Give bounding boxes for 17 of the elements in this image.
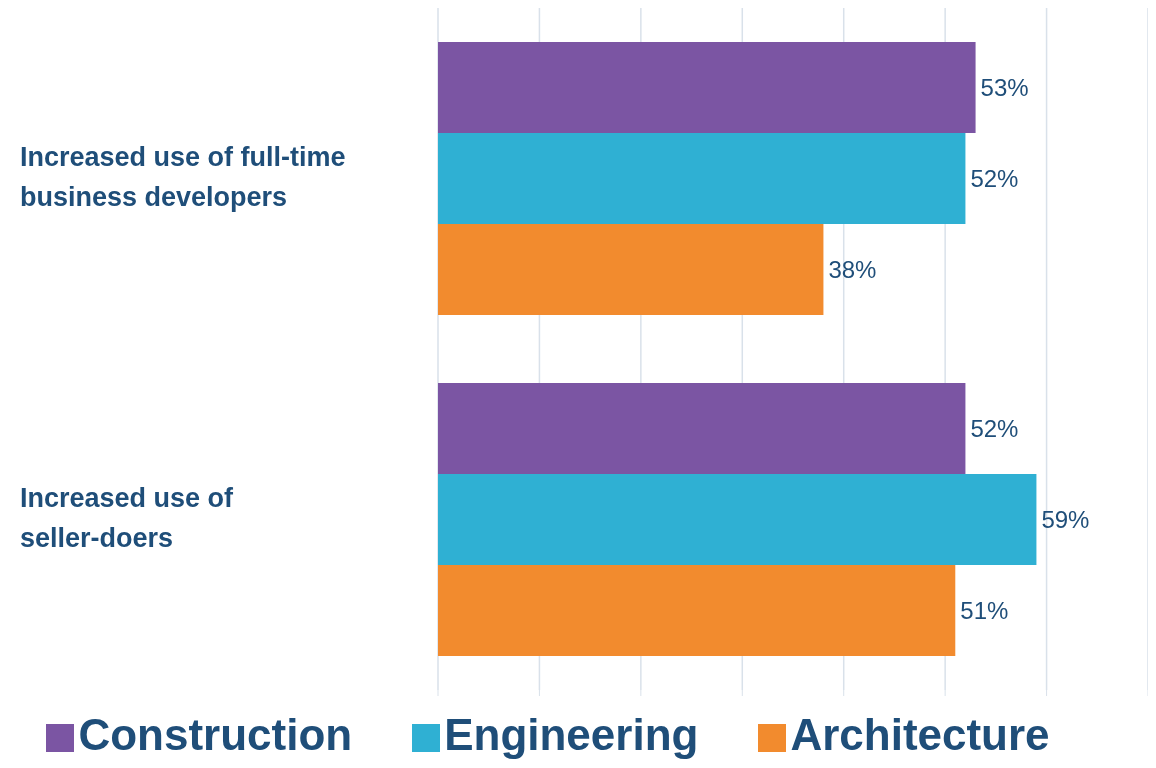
bar (438, 565, 956, 657)
data-label: 53% (980, 74, 1029, 102)
bar (438, 133, 966, 225)
data-label: 51% (960, 597, 1009, 625)
bar (438, 42, 976, 134)
data-label: 52% (970, 415, 1019, 443)
legend-label: Architecture (790, 710, 1050, 759)
bar (438, 383, 966, 475)
legend-label: Engineering (444, 710, 699, 759)
data-label: 52% (970, 165, 1019, 193)
bar (438, 474, 1037, 566)
data-label: 38% (828, 256, 877, 284)
y-tick-label: Increased use of full-time business developers (20, 141, 346, 212)
y-tick-label: Increased use of seller-doers (20, 482, 235, 553)
legend-label: Construction (78, 710, 353, 759)
data-label: 59% (1041, 506, 1090, 534)
bar (438, 224, 824, 316)
